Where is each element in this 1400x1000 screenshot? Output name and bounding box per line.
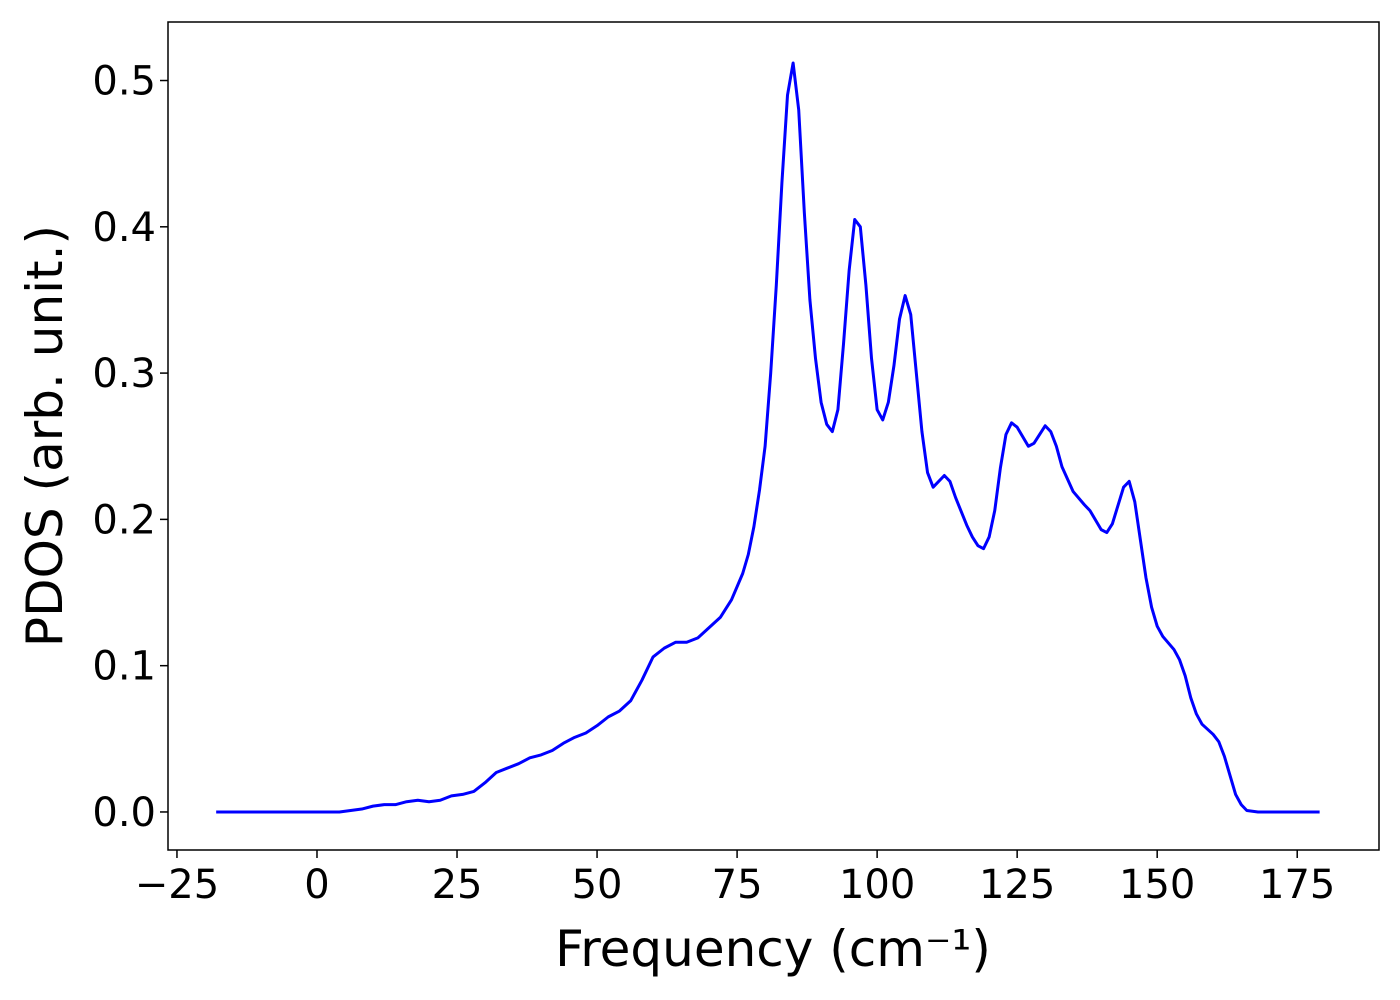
y-tick-label: 0.0 (92, 790, 156, 836)
y-tick-label: 0.3 (92, 351, 156, 397)
y-tick-label: 0.2 (92, 497, 156, 543)
x-tick-label: 150 (1119, 862, 1195, 908)
y-axis-label: PDOS (arb. unit.) (16, 225, 74, 647)
x-tick-label: 75 (712, 862, 763, 908)
x-tick-label: −25 (135, 862, 219, 908)
plot-frame (167, 21, 1380, 851)
y-tick-label: 0.4 (92, 205, 156, 251)
x-axis-label: Frequency (cm⁻¹) (555, 920, 991, 978)
x-tick-label: 0 (304, 862, 329, 908)
y-tick-label: 0.5 (92, 59, 156, 105)
x-tick-label: 100 (839, 862, 915, 908)
x-tick-label: 25 (432, 862, 483, 908)
x-tick-label: 125 (979, 862, 1055, 908)
x-tick-label: 175 (1259, 862, 1335, 908)
x-tick-label: 50 (572, 862, 623, 908)
y-tick-label: 0.1 (92, 644, 156, 690)
data-line (216, 61, 1320, 814)
